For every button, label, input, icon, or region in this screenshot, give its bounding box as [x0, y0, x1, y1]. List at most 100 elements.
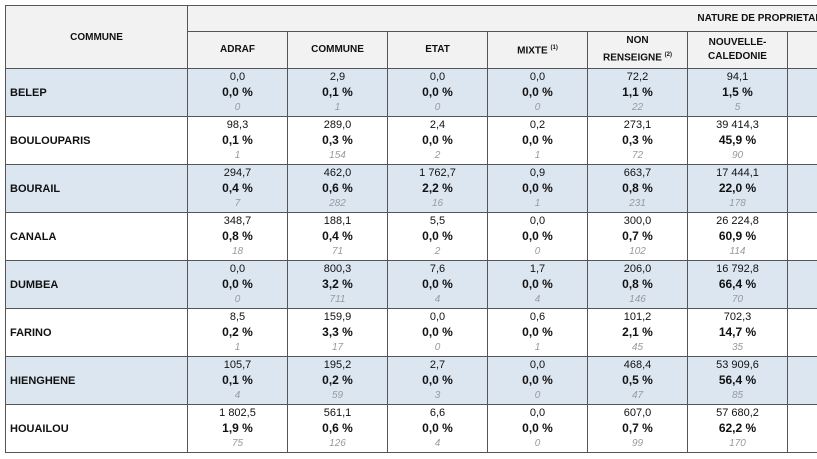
data-cell: 607,0 0,7 % 99 [587, 404, 688, 453]
percent-value: 22,0 % [718, 181, 757, 195]
parcel-count: 22 [631, 102, 644, 113]
parcel-count: 178 [729, 198, 746, 209]
percent-value: 0,0 % [422, 85, 453, 99]
property-table: COMMUNE NATURE DE PROPRIETAIRE ADRAF COMM… [5, 5, 817, 453]
parcel-count: 35 [731, 342, 744, 353]
extra-cell [786, 68, 817, 117]
percent-value: 0,0 % [522, 325, 553, 339]
percent-value: 3,2 % [322, 277, 353, 291]
area-value: 0,0 [229, 263, 246, 275]
percent-value: 0,8 % [222, 229, 253, 243]
area-value: 0,9 [529, 167, 546, 179]
percent-value: 0,0 % [522, 229, 553, 243]
table-row: HIENGHENE 105,7 0,1 % 4 195,2 0,2 % 59 2,7 0,0 %… [5, 356, 817, 405]
extra-cell [786, 260, 817, 309]
percent-value: 0,6 % [322, 421, 353, 435]
percent-value: 0,2 % [222, 325, 253, 339]
area-value: 195,2 [323, 359, 352, 371]
area-value: 348,7 [223, 215, 252, 227]
data-cell: 5,5 0,0 % 2 [387, 212, 488, 261]
parcel-count: 114 [729, 246, 746, 257]
percent-value: 3,3 % [322, 325, 353, 339]
area-value: 26 224,8 [716, 215, 759, 227]
data-cell: 273,1 0,3 % 72 [587, 116, 688, 165]
percent-value: 0,0 % [422, 421, 453, 435]
data-cell: 0,0 0,0 % 0 [187, 68, 288, 117]
parcel-count: 72 [631, 150, 644, 161]
percent-value: 0,7 % [622, 421, 653, 435]
table-row: BOULOUPARIS 98,3 0,1 % 1 289,0 0,3 % 154 2,4 0,0… [5, 116, 817, 165]
percent-value: 0,0 % [522, 181, 553, 195]
parcel-count: 1 [234, 150, 241, 161]
percent-value: 2,1 % [622, 325, 653, 339]
data-cell: 188,1 0,4 % 71 [287, 212, 388, 261]
parcel-count: 1 [534, 150, 541, 161]
column-headers: ADRAF COMMUNE ETAT MIXTE (1) NON RENSEIGNE (2… [6, 31, 817, 69]
area-value: 0,0 [529, 215, 546, 227]
table-row: HOUAILOU 1 802,5 1,9 % 75 561,1 0,6 % 126 6,6 0,… [5, 404, 817, 453]
area-value: 0,0 [229, 71, 246, 83]
area-value: 17 444,1 [716, 167, 759, 179]
data-cell: 159,9 3,3 % 17 [287, 308, 388, 357]
column-header: NON RENSEIGNE (2) [587, 31, 688, 69]
data-cell: 2,9 0,1 % 1 [287, 68, 388, 117]
percent-value: 0,5 % [622, 373, 653, 387]
data-cell: 702,3 14,7 % 35 [687, 308, 788, 357]
data-cell: 17 444,1 22,0 % 178 [687, 164, 788, 213]
area-value: 206,0 [623, 263, 652, 275]
data-cell: 0,0 0,0 % 0 [187, 260, 288, 309]
parcel-count: 2 [434, 246, 441, 257]
percent-value: 0,0 % [522, 85, 553, 99]
parcel-count: 0 [234, 102, 241, 113]
table-row: DUMBEA 0,0 0,0 % 0 800,3 3,2 % 711 7,6 0,0 % 4 1,7… [5, 260, 817, 309]
data-cell: 0,0 0,0 % 0 [487, 404, 588, 453]
table-header: COMMUNE NATURE DE PROPRIETAIRE ADRAF COMM… [5, 5, 817, 69]
extra-cell [786, 404, 817, 453]
column-header-label-line2: CALEDONIE [708, 51, 767, 62]
data-cell: 0,2 0,0 % 1 [487, 116, 588, 165]
parcel-count: 47 [631, 390, 644, 401]
percent-value: 45,9 % [718, 133, 757, 147]
area-value: 289,0 [323, 119, 352, 131]
parcel-count: 4 [434, 294, 441, 305]
parcel-count: 1 [334, 102, 341, 113]
parcel-count: 282 [329, 198, 346, 209]
data-cell: 26 224,8 60,9 % 114 [687, 212, 788, 261]
area-value: 39 414,3 [716, 119, 759, 131]
parcel-count: 0 [534, 438, 541, 449]
data-cell: 1 762,7 2,2 % 16 [387, 164, 488, 213]
parcel-count: 231 [629, 198, 646, 209]
column-header-label: COMMUNE [311, 44, 364, 55]
area-value: 2,4 [429, 119, 446, 131]
parcel-count: 17 [331, 342, 344, 353]
parcel-count: 4 [434, 438, 441, 449]
data-cell: 0,9 0,0 % 1 [487, 164, 588, 213]
column-header-label: ADRAF [220, 44, 255, 55]
column-header-extra [786, 31, 817, 69]
data-cell: 206,0 0,8 % 146 [587, 260, 688, 309]
percent-value: 2,2 % [422, 181, 453, 195]
percent-value: 1,5 % [722, 85, 753, 99]
parcel-count: 1 [234, 342, 241, 353]
area-value: 105,7 [223, 359, 252, 371]
area-value: 0,0 [529, 407, 546, 419]
extra-cell [786, 116, 817, 165]
percent-value: 0,7 % [622, 229, 653, 243]
group-header: NATURE DE PROPRIETAIRE [186, 5, 817, 32]
area-value: 6,6 [429, 407, 446, 419]
data-cell: 289,0 0,3 % 154 [287, 116, 388, 165]
footnote-marker: (1) [550, 45, 558, 52]
area-value: 0,0 [429, 71, 446, 83]
area-value: 16 792,8 [716, 263, 759, 275]
commune-header: COMMUNE [5, 5, 188, 69]
area-value: 7,6 [429, 263, 446, 275]
percent-value: 0,4 % [322, 229, 353, 243]
data-cell: 2,4 0,0 % 2 [387, 116, 488, 165]
parcel-count: 102 [629, 246, 646, 257]
parcel-count: 71 [331, 246, 344, 257]
data-cell: 1,7 0,0 % 4 [487, 260, 588, 309]
percent-value: 0,0 % [522, 373, 553, 387]
data-cell: 348,7 0,8 % 18 [187, 212, 288, 261]
area-value: 94,1 [726, 71, 749, 83]
area-value: 72,2 [626, 71, 649, 83]
